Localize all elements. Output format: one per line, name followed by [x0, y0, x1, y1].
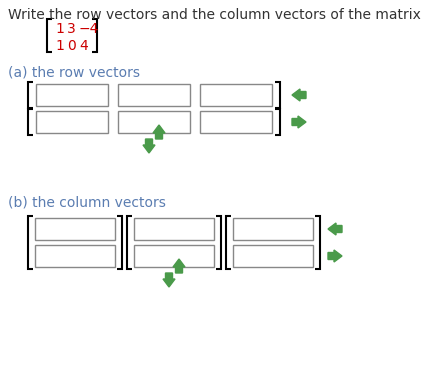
Bar — [233, 245, 313, 267]
Bar — [35, 218, 115, 240]
Text: 1: 1 — [55, 39, 64, 53]
Text: 0: 0 — [67, 39, 76, 53]
Bar — [35, 245, 115, 267]
Bar — [233, 218, 313, 240]
Bar — [200, 84, 272, 106]
Bar — [36, 84, 108, 106]
Bar — [118, 111, 190, 133]
Polygon shape — [173, 259, 185, 273]
Polygon shape — [163, 273, 175, 287]
Text: 1: 1 — [55, 22, 64, 36]
Bar — [134, 245, 214, 267]
Text: 4: 4 — [79, 39, 88, 53]
Bar — [36, 111, 108, 133]
Text: −4: −4 — [79, 22, 99, 36]
Polygon shape — [328, 223, 342, 235]
Polygon shape — [292, 116, 306, 128]
Text: 3: 3 — [67, 22, 76, 36]
Bar — [200, 111, 272, 133]
Polygon shape — [153, 125, 165, 139]
Polygon shape — [328, 250, 342, 262]
Bar — [134, 218, 214, 240]
Polygon shape — [143, 139, 155, 153]
Polygon shape — [292, 89, 306, 101]
Text: (a) the row vectors: (a) the row vectors — [8, 66, 140, 80]
Text: Write the row vectors and the column vectors of the matrix.: Write the row vectors and the column vec… — [8, 8, 421, 22]
Bar — [118, 84, 190, 106]
Text: (b) the column vectors: (b) the column vectors — [8, 196, 166, 210]
